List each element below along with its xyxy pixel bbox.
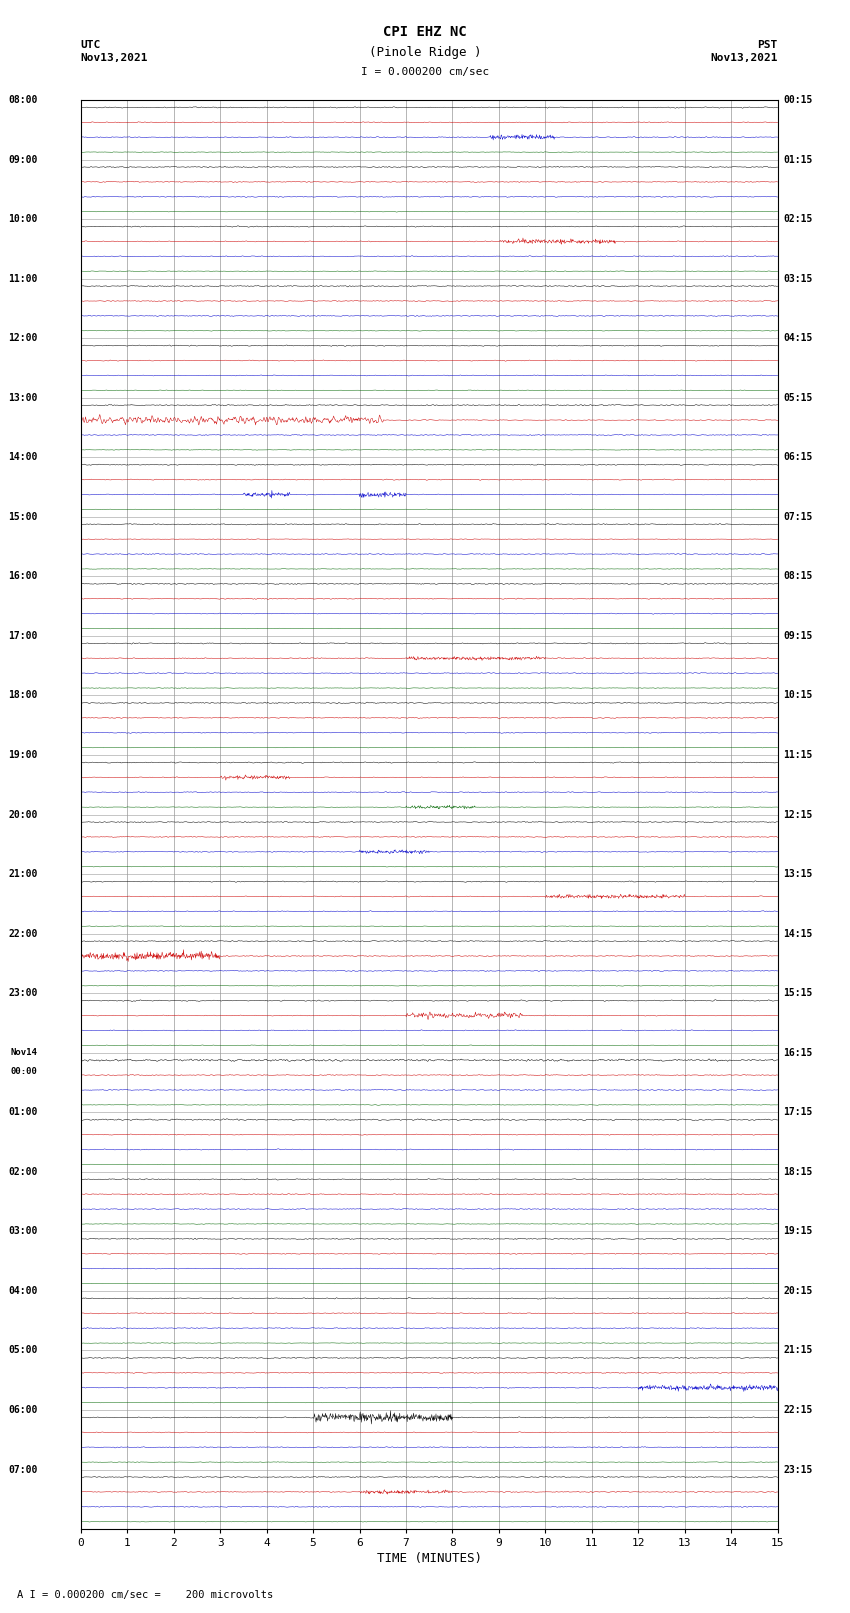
Text: 17:15: 17:15 (784, 1107, 813, 1118)
Text: 19:15: 19:15 (784, 1226, 813, 1237)
X-axis label: TIME (MINUTES): TIME (MINUTES) (377, 1552, 482, 1565)
Text: 07:00: 07:00 (8, 1465, 37, 1474)
Text: 04:15: 04:15 (784, 334, 813, 344)
Text: 21:00: 21:00 (8, 869, 37, 879)
Text: 03:00: 03:00 (8, 1226, 37, 1237)
Text: 00:15: 00:15 (784, 95, 813, 105)
Text: 07:15: 07:15 (784, 511, 813, 523)
Text: 12:00: 12:00 (8, 334, 37, 344)
Text: 21:15: 21:15 (784, 1345, 813, 1355)
Text: 08:15: 08:15 (784, 571, 813, 581)
Text: 14:00: 14:00 (8, 452, 37, 463)
Text: 09:00: 09:00 (8, 155, 37, 165)
Text: 15:00: 15:00 (8, 511, 37, 523)
Text: 12:15: 12:15 (784, 810, 813, 819)
Text: 17:00: 17:00 (8, 631, 37, 640)
Text: 06:15: 06:15 (784, 452, 813, 463)
Text: 18:15: 18:15 (784, 1166, 813, 1177)
Text: 18:00: 18:00 (8, 690, 37, 700)
Text: 22:15: 22:15 (784, 1405, 813, 1415)
Text: 20:15: 20:15 (784, 1286, 813, 1295)
Text: 09:15: 09:15 (784, 631, 813, 640)
Text: 00:00: 00:00 (11, 1066, 37, 1076)
Text: 13:00: 13:00 (8, 392, 37, 403)
Text: 22:00: 22:00 (8, 929, 37, 939)
Text: 16:00: 16:00 (8, 571, 37, 581)
Text: 23:00: 23:00 (8, 989, 37, 998)
Text: 11:15: 11:15 (784, 750, 813, 760)
Text: 13:15: 13:15 (784, 869, 813, 879)
Text: 23:15: 23:15 (784, 1465, 813, 1474)
Text: Nov13,2021: Nov13,2021 (81, 53, 148, 63)
Text: 05:00: 05:00 (8, 1345, 37, 1355)
Text: 11:00: 11:00 (8, 274, 37, 284)
Text: 10:00: 10:00 (8, 215, 37, 224)
Text: 14:15: 14:15 (784, 929, 813, 939)
Text: 05:15: 05:15 (784, 392, 813, 403)
Text: 06:00: 06:00 (8, 1405, 37, 1415)
Text: (Pinole Ridge ): (Pinole Ridge ) (369, 45, 481, 60)
Text: 10:15: 10:15 (784, 690, 813, 700)
Text: 20:00: 20:00 (8, 810, 37, 819)
Text: UTC: UTC (81, 40, 101, 50)
Text: 01:15: 01:15 (784, 155, 813, 165)
Text: Nov14: Nov14 (11, 1048, 37, 1057)
Text: 08:00: 08:00 (8, 95, 37, 105)
Text: 02:15: 02:15 (784, 215, 813, 224)
Text: 01:00: 01:00 (8, 1107, 37, 1118)
Text: 03:15: 03:15 (784, 274, 813, 284)
Text: 19:00: 19:00 (8, 750, 37, 760)
Text: Nov13,2021: Nov13,2021 (711, 53, 778, 63)
Text: A I = 0.000200 cm/sec =    200 microvolts: A I = 0.000200 cm/sec = 200 microvolts (17, 1590, 273, 1600)
Text: 15:15: 15:15 (784, 989, 813, 998)
Text: 02:00: 02:00 (8, 1166, 37, 1177)
Text: PST: PST (757, 40, 778, 50)
Text: CPI EHZ NC: CPI EHZ NC (383, 24, 467, 39)
Text: 04:00: 04:00 (8, 1286, 37, 1295)
Text: I = 0.000200 cm/sec: I = 0.000200 cm/sec (361, 66, 489, 77)
Text: 16:15: 16:15 (784, 1048, 813, 1058)
